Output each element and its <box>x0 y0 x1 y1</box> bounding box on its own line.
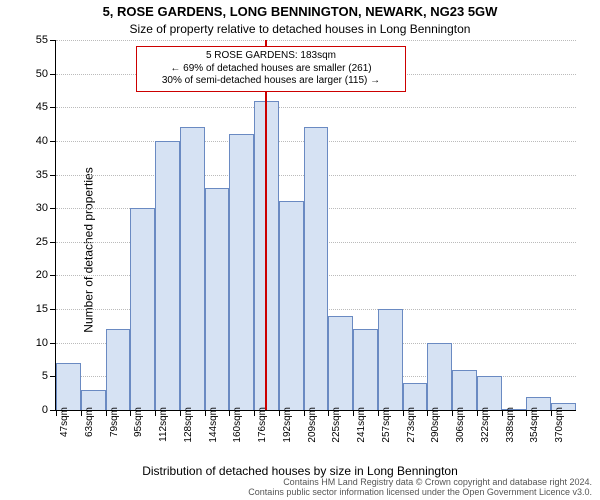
x-tick-label: 370sqm <box>554 407 565 443</box>
x-tick-label: 209sqm <box>307 407 318 443</box>
y-tick <box>50 309 56 310</box>
histogram-bar <box>56 363 81 410</box>
histogram-bar <box>106 329 131 410</box>
gridline <box>56 40 576 41</box>
x-tick <box>229 410 230 416</box>
annotation-line-3: 30% of semi-detached houses are larger (… <box>143 75 399 88</box>
y-tick-label: 20 <box>26 269 48 281</box>
x-tick <box>304 410 305 416</box>
x-tick <box>56 410 57 416</box>
y-tick-label: 5 <box>26 370 48 382</box>
y-tick-label: 40 <box>26 135 48 147</box>
x-tick <box>279 410 280 416</box>
y-tick-label: 30 <box>26 202 48 214</box>
plot-area: 051015202530354045505547sqm63sqm79sqm95s… <box>55 40 576 411</box>
annotation-box: 5 ROSE GARDENS: 183sqm← 69% of detached … <box>136 46 406 92</box>
histogram-bar <box>279 201 304 410</box>
x-tick <box>328 410 329 416</box>
reference-line <box>265 40 267 410</box>
x-tick <box>551 410 552 416</box>
x-tick-label: 322sqm <box>480 407 491 443</box>
x-tick <box>180 410 181 416</box>
x-tick <box>106 410 107 416</box>
x-tick-label: 63sqm <box>84 407 95 437</box>
y-tick-label: 10 <box>26 337 48 349</box>
x-tick <box>155 410 156 416</box>
histogram-bar <box>328 316 353 410</box>
x-tick <box>130 410 131 416</box>
x-axis-label: Distribution of detached houses by size … <box>0 464 600 478</box>
y-tick <box>50 107 56 108</box>
y-tick <box>50 74 56 75</box>
y-tick-label: 55 <box>26 34 48 46</box>
gridline <box>56 107 576 108</box>
x-tick-label: 95sqm <box>133 407 144 437</box>
x-tick-label: 192sqm <box>282 407 293 443</box>
x-tick-label: 306sqm <box>455 407 466 443</box>
x-tick-label: 225sqm <box>331 407 342 443</box>
x-tick-label: 160sqm <box>232 407 243 443</box>
footer-line-2: Contains public sector information licen… <box>248 487 592 497</box>
x-tick-label: 47sqm <box>59 407 70 437</box>
y-tick-label: 50 <box>26 68 48 80</box>
y-tick <box>50 175 56 176</box>
x-tick-label: 273sqm <box>406 407 417 443</box>
histogram-bar <box>378 309 403 410</box>
x-tick-label: 290sqm <box>430 407 441 443</box>
x-tick <box>526 410 527 416</box>
y-tick-label: 35 <box>26 169 48 181</box>
x-tick <box>254 410 255 416</box>
y-tick-label: 45 <box>26 101 48 113</box>
histogram-bar <box>304 127 329 410</box>
histogram-bar <box>477 376 502 410</box>
y-tick <box>50 141 56 142</box>
x-tick <box>477 410 478 416</box>
x-tick <box>427 410 428 416</box>
histogram-bar <box>205 188 230 410</box>
histogram-bar <box>427 343 452 410</box>
x-tick-label: 79sqm <box>109 407 120 437</box>
x-tick-label: 176sqm <box>257 407 268 443</box>
histogram-bar <box>452 370 477 410</box>
x-tick-label: 112sqm <box>158 407 169 442</box>
y-tick <box>50 208 56 209</box>
x-tick-label: 354sqm <box>529 407 540 443</box>
chart-container: 5, ROSE GARDENS, LONG BENNINGTON, NEWARK… <box>0 0 600 500</box>
x-tick <box>452 410 453 416</box>
x-tick <box>502 410 503 416</box>
y-tick-label: 15 <box>26 303 48 315</box>
y-tick-label: 25 <box>26 236 48 248</box>
histogram-bar <box>229 134 254 410</box>
annotation-line-1: 5 ROSE GARDENS: 183sqm <box>143 50 399 63</box>
histogram-bar <box>403 383 428 410</box>
x-tick <box>81 410 82 416</box>
y-tick <box>50 242 56 243</box>
histogram-bar <box>155 141 180 410</box>
histogram-bar <box>180 127 205 410</box>
chart-title: 5, ROSE GARDENS, LONG BENNINGTON, NEWARK… <box>0 4 600 19</box>
x-tick <box>378 410 379 416</box>
x-tick-label: 241sqm <box>356 407 367 443</box>
x-tick <box>353 410 354 416</box>
footer-credits: Contains HM Land Registry data © Crown c… <box>0 478 592 498</box>
y-tick <box>50 275 56 276</box>
x-tick <box>205 410 206 416</box>
footer-line-1: Contains HM Land Registry data © Crown c… <box>283 477 592 487</box>
histogram-bar <box>130 208 155 410</box>
x-tick-label: 128sqm <box>183 407 194 443</box>
x-tick-label: 257sqm <box>381 407 392 443</box>
y-tick-label: 0 <box>26 404 48 416</box>
x-tick-label: 144sqm <box>208 407 219 443</box>
x-tick-label: 338sqm <box>505 407 516 443</box>
chart-subtitle: Size of property relative to detached ho… <box>0 22 600 36</box>
histogram-bar <box>353 329 378 410</box>
annotation-line-2: ← 69% of detached houses are smaller (26… <box>143 63 399 76</box>
x-tick <box>403 410 404 416</box>
y-tick <box>50 343 56 344</box>
y-tick <box>50 40 56 41</box>
